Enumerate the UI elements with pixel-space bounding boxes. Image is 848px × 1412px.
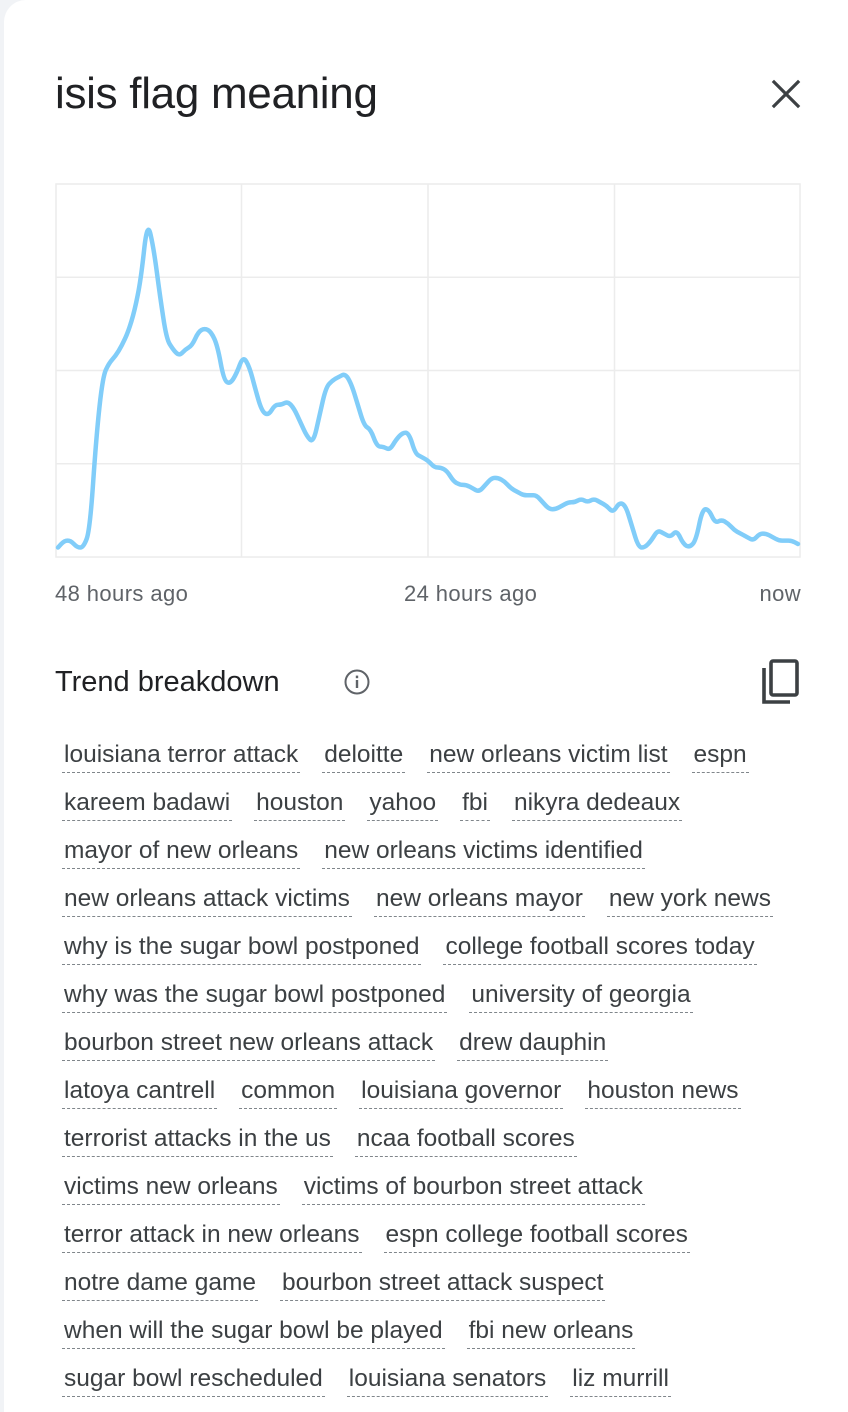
related-query-link[interactable]: common [239,1074,338,1109]
related-query-link[interactable]: fbi new orleans [466,1314,636,1349]
x-axis-label-end: now [759,581,801,606]
query-row: terror attack in new orleans espn college… [62,1218,822,1266]
related-query-link[interactable]: louisiana governor [359,1074,564,1109]
related-query-link[interactable]: espn college football scores [383,1218,690,1253]
query-row: victims new orleans victims of bourbon st… [62,1170,822,1218]
query-row: why was the sugar bowl postponed universi… [62,978,822,1026]
info-icon[interactable] [343,668,371,696]
related-query-link[interactable]: new orleans attack victims [62,882,352,917]
trend-detail-panel: isis flag meaning 48 hours ago 24 hours … [4,0,848,1412]
related-query-link[interactable]: sugar bowl rescheduled [62,1362,325,1397]
trend-line-chart [55,183,801,558]
query-row: notre dame game bourbon street attack sus… [62,1266,822,1314]
related-query-link[interactable]: university of georgia [469,978,693,1013]
related-query-link[interactable]: why was the sugar bowl postponed [62,978,448,1013]
query-row: new orleans attack victims new orleans ma… [62,882,822,930]
related-query-link[interactable]: liz murrill [570,1362,671,1397]
related-query-link[interactable]: houston [254,786,346,821]
related-query-link[interactable]: new orleans victim list [427,738,670,773]
copy-icon[interactable] [754,656,802,708]
related-query-link[interactable]: new orleans mayor [373,882,585,917]
related-query-link[interactable]: bourbon street attack suspect [280,1266,606,1301]
related-query-link[interactable]: drew dauphin [457,1026,609,1061]
query-row: louisiana terror attack deloitte new orlea… [62,738,822,786]
query-row: when will the sugar bowl be played fbi ne… [62,1314,822,1362]
query-row: sugar bowl rescheduled louisiana senators… [62,1362,822,1410]
query-row: bourbon street new orleans attack drew da… [62,1026,822,1074]
related-query-link[interactable]: when will the sugar bowl be played [62,1314,445,1349]
related-query-link[interactable]: houston news [585,1074,741,1109]
close-icon [771,79,801,109]
related-query-link[interactable]: louisiana terror attack [62,738,301,773]
query-row: latoya cantrell common louisiana governor h… [62,1074,822,1122]
query-row: mayor of new orleans new orleans victims … [62,834,822,882]
related-query-link[interactable]: yahoo [367,786,439,821]
related-query-link[interactable]: kareem badawi [62,786,233,821]
x-axis-label-middle: 24 hours ago [404,581,538,606]
x-axis-label-start: 48 hours ago [55,581,189,606]
related-query-link[interactable]: new orleans victims identified [322,834,645,869]
related-query-link[interactable]: nikyra dedeaux [511,786,683,821]
related-query-link[interactable]: victims new orleans [62,1170,280,1205]
related-queries-list: louisiana terror attack deloitte new orlea… [62,738,822,1410]
related-query-link[interactable]: new york news [606,882,773,917]
related-query-link[interactable]: terrorist attacks in the us [62,1122,333,1157]
series-line [55,227,801,550]
query-row: why is the sugar bowl postponed college f… [62,930,822,978]
close-button[interactable] [764,72,808,116]
related-query-link[interactable]: college football scores today [443,930,757,965]
query-row: kareem badawi houston yahoo fbi nikyra dedea… [62,786,822,834]
related-query-link[interactable]: deloitte [322,738,406,773]
related-query-link[interactable]: espn [691,738,749,773]
related-query-link[interactable]: latoya cantrell [62,1074,218,1109]
related-query-link[interactable]: ncaa football scores [354,1122,577,1157]
query-row: terrorist attacks in the us ncaa football… [62,1122,822,1170]
related-query-link[interactable]: bourbon street new orleans attack [62,1026,436,1061]
page-title: isis flag meaning [55,69,378,118]
related-query-link[interactable]: notre dame game [62,1266,259,1301]
related-query-link[interactable]: why is the sugar bowl postponed [62,930,422,965]
related-query-link[interactable]: louisiana senators [346,1362,549,1397]
related-query-link[interactable]: fbi [460,786,490,821]
trend-breakdown-title: Trend breakdown [55,666,280,698]
related-query-link[interactable]: terror attack in new orleans [62,1218,362,1253]
related-query-link[interactable]: victims of bourbon street attack [301,1170,645,1205]
related-query-link[interactable]: mayor of new orleans [62,834,301,869]
